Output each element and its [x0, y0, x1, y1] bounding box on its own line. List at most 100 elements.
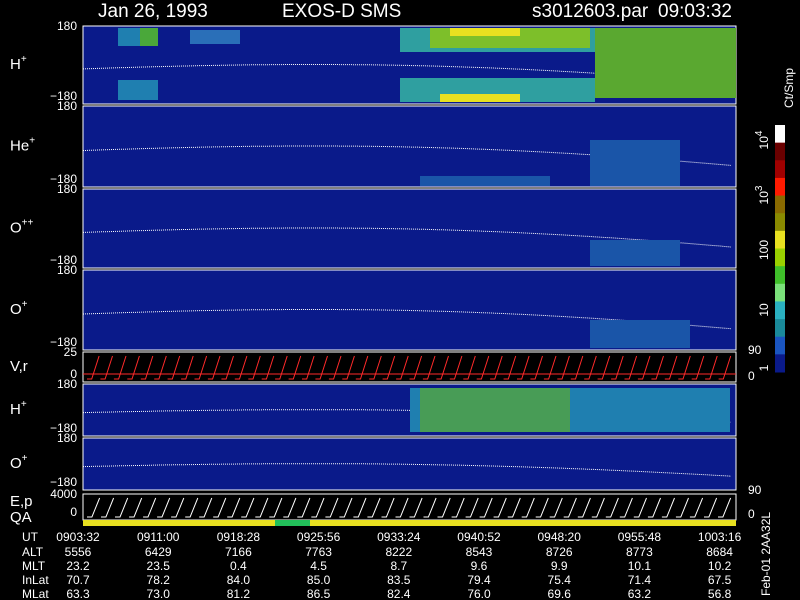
- cell: 76.0: [467, 587, 491, 600]
- cell: 8222: [385, 545, 412, 559]
- y-tick-label: 180: [57, 19, 77, 33]
- right-tick-label: 90: [748, 343, 762, 357]
- y-tick-label: −180: [50, 89, 77, 103]
- patch: [118, 80, 158, 100]
- row-name: ALT: [22, 545, 44, 559]
- cell: 7763: [305, 545, 332, 559]
- cell: 63.3: [66, 587, 90, 600]
- cell: 0940:52: [457, 530, 501, 544]
- cell: 81.2: [227, 587, 251, 600]
- panel-label: He+: [10, 136, 35, 155]
- cell: 0918:28: [217, 530, 261, 544]
- colorbar-label: 1: [757, 364, 771, 371]
- panel-label-sup: +: [29, 136, 35, 147]
- cell: 23.2: [66, 559, 90, 573]
- panel-label-sup: ++: [22, 218, 34, 229]
- panel-label-sup: +: [22, 299, 28, 310]
- cell: 0911:00: [137, 530, 180, 544]
- panel-label-main: V,r: [10, 358, 28, 375]
- cell: 4.5: [310, 559, 327, 573]
- colorbar-label-main: 100: [757, 240, 771, 260]
- row-name: UT: [22, 530, 39, 544]
- colorbar-step: [775, 301, 785, 320]
- qa-bar-segment: [275, 520, 310, 526]
- colorbar-label: 103: [754, 185, 771, 204]
- colorbar-step: [775, 354, 785, 373]
- colorbar-step: [775, 319, 785, 338]
- qa-bar: [83, 520, 736, 526]
- orbit-table: UT 0903:32 0911:00 0918:28 0925:56 0933:24 094…: [22, 530, 742, 600]
- colorbar-label-main: 10: [757, 191, 771, 205]
- velocity-trace: [87, 355, 732, 380]
- panel-label-sup: +: [22, 453, 28, 464]
- cell: 8773: [626, 545, 653, 559]
- trace: [82, 463, 732, 477]
- colorbar-step: [775, 248, 785, 267]
- panel-label-sup: +: [21, 399, 27, 410]
- panel-label-main: H: [10, 56, 21, 73]
- patch: [190, 30, 240, 44]
- cell: 23.5: [147, 559, 171, 573]
- patch: [595, 28, 736, 98]
- panel-label-sup: +: [21, 54, 27, 65]
- y-tick-label: 180: [57, 431, 77, 445]
- cell: 71.4: [628, 573, 652, 587]
- colorbar-step: [775, 177, 785, 197]
- cell: 10.1: [628, 559, 652, 573]
- right-tick-label: 0: [748, 507, 755, 521]
- y-tick-label: 180: [57, 182, 77, 196]
- colorbar-step: [775, 125, 785, 144]
- y-tick-label: −180: [50, 172, 77, 186]
- colorbar-label-main: 1: [757, 364, 771, 371]
- cell: 8684: [706, 545, 733, 559]
- energy-trace: [87, 497, 732, 518]
- patch: [590, 140, 680, 186]
- colorbar-step: [775, 195, 785, 214]
- right-tick-label: 90: [748, 483, 762, 497]
- colorbar-step: [775, 142, 785, 161]
- panel-label: V,r: [10, 358, 28, 375]
- colorbar-label-sup: 3: [754, 185, 765, 191]
- cell: 9.9: [551, 559, 568, 573]
- trace: [82, 227, 732, 248]
- panel-label: O++: [10, 218, 34, 237]
- cell: 85.0: [307, 573, 331, 587]
- cell: 1003:16: [698, 530, 742, 544]
- colorbar-title: Ct/Smp: [782, 68, 796, 108]
- patch: [590, 240, 680, 266]
- y-tick-label: −180: [50, 253, 77, 267]
- cell: 82.4: [387, 587, 411, 600]
- panel-label-2: QA: [10, 509, 32, 526]
- patch: [590, 320, 690, 348]
- cell: 83.5: [387, 573, 411, 587]
- colorbar-step: [775, 336, 785, 355]
- colorbar-step: [775, 266, 785, 285]
- colorbar-step: [775, 213, 785, 232]
- panel-label: E,p: [10, 493, 33, 510]
- date: Jan 26, 1993: [98, 1, 208, 22]
- y-tick-label: 180: [57, 263, 77, 277]
- cell: 0933:24: [377, 530, 421, 544]
- cell: 56.8: [708, 587, 732, 600]
- y-tick-label: −180: [50, 335, 77, 349]
- cell: 0.4: [230, 559, 247, 573]
- y-tick-label: 180: [57, 99, 77, 113]
- colorbar-label-main: 10: [757, 136, 771, 150]
- panel-label-main: O: [10, 301, 22, 318]
- colorbar-step: [775, 283, 785, 302]
- cell: 78.2: [147, 573, 171, 587]
- cell: 73.0: [147, 587, 171, 600]
- panel: [82, 493, 737, 521]
- panel-label-main: O: [10, 220, 22, 237]
- colorbar-step: [775, 160, 785, 179]
- panel-label-main: O: [10, 455, 22, 472]
- patch: [450, 28, 520, 36]
- colorbar-label-sup: 4: [754, 130, 765, 136]
- y-tick-label: 25: [64, 345, 78, 359]
- cell: 10.2: [708, 559, 732, 573]
- colorbar-label: 10: [757, 303, 771, 317]
- patch: [420, 388, 570, 432]
- patch: [440, 94, 520, 102]
- cell: 69.6: [548, 587, 572, 600]
